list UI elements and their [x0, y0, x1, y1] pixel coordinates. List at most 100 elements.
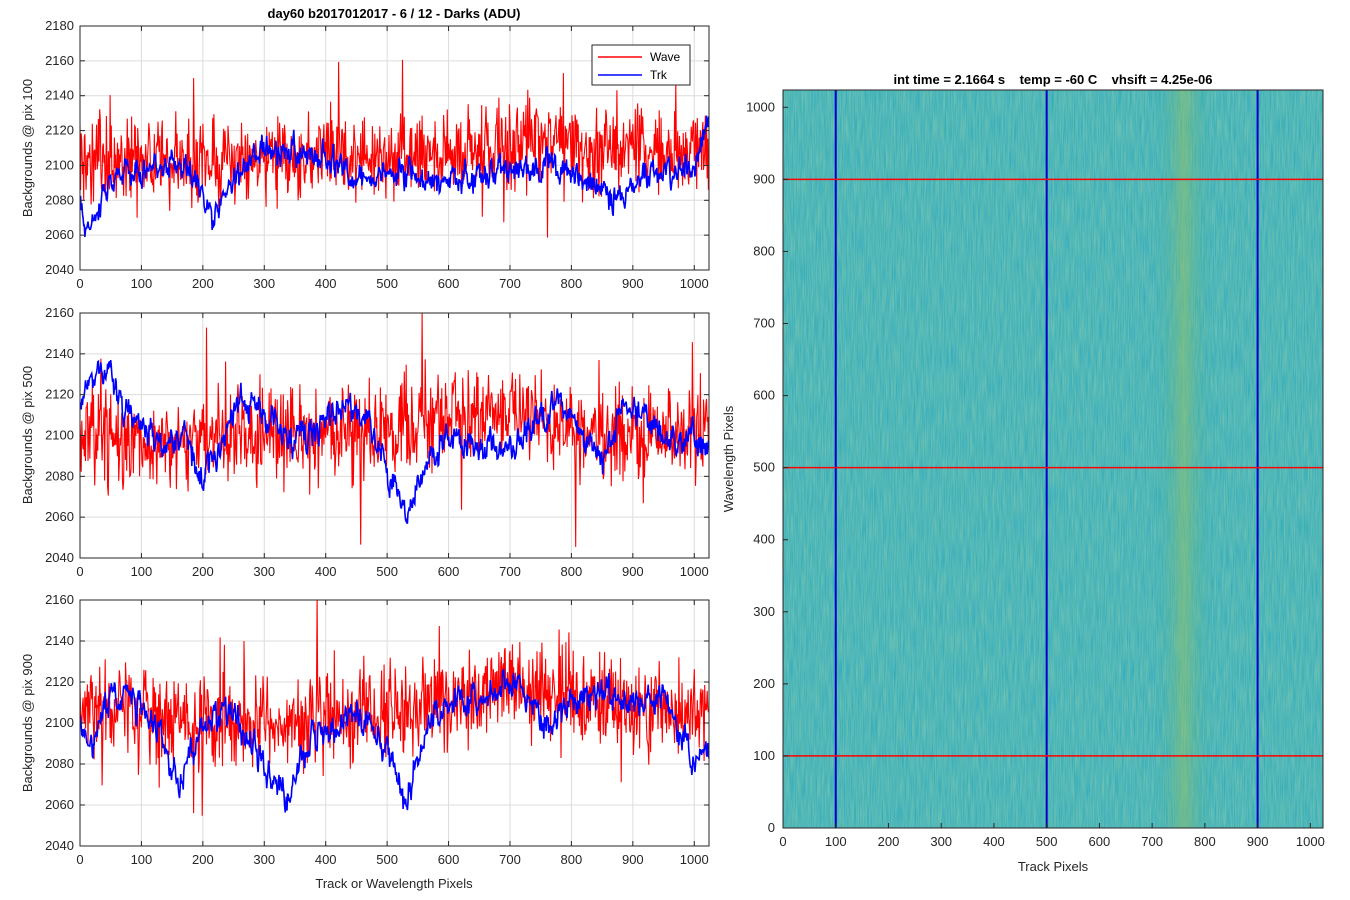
heatmap-y-tick-label: 500 — [753, 460, 775, 475]
y-tick-label: 2040 — [45, 550, 74, 565]
heatmap-y-tick-label: 200 — [753, 676, 775, 691]
y-tick-label: 2180 — [45, 18, 74, 33]
line-panel-1: 0 100 200 300 400 500 600 700 800 900 1000 2040 2060… — [20, 6, 710, 291]
ticks-1: 0 100 200 300 400 500 600 700 800 900 1000 2040 2060… — [45, 18, 709, 291]
y-tick-label: 2040 — [45, 838, 74, 853]
y-tick-label: 2140 — [45, 633, 74, 648]
x-tick-label: 400 — [315, 564, 337, 579]
x-tick-label: 700 — [499, 852, 521, 867]
heatmap-markers — [783, 90, 1323, 828]
y-tick-label: 2120 — [45, 387, 74, 402]
x-tick-label: 300 — [253, 564, 275, 579]
y-tick-label: 2040 — [45, 262, 74, 277]
heatmap-xlabel: Track Pixels — [1018, 859, 1089, 874]
x-tick-label: 500 — [376, 564, 398, 579]
heatmap-x-tick-label: 400 — [983, 834, 1005, 849]
x-tick-label: 100 — [131, 852, 153, 867]
y-tick-label: 2080 — [45, 468, 74, 483]
y-tick-label: 2140 — [45, 88, 74, 103]
x-tick-label: 200 — [192, 564, 214, 579]
heatmap-image — [783, 90, 1323, 828]
heatmap-x-tick-label: 100 — [825, 834, 847, 849]
line-panel-3: 0 100 200 300 400 500 600 700 800 900 1000 2040 2060… — [20, 592, 710, 891]
ticks-3: 0 100 200 300 400 500 600 700 800 900 1000 2040 2060… — [45, 592, 709, 867]
x-tick-label: 0 — [76, 276, 83, 291]
heatmap-axes-box — [782, 89, 1324, 829]
heatmap-warm-band — [1152, 90, 1216, 828]
x-tick-label: 700 — [499, 564, 521, 579]
trk-line-2 — [80, 359, 709, 524]
x-tick-label: 500 — [376, 276, 398, 291]
panel-3-ylabel: Backgrounds @ pix 900 — [20, 654, 35, 792]
x-tick-label: 900 — [622, 276, 644, 291]
x-tick-label: 1000 — [680, 276, 709, 291]
x-tick-label: 400 — [315, 276, 337, 291]
x-tick-label: 1000 — [680, 564, 709, 579]
y-tick-label: 2160 — [45, 305, 74, 320]
panel-3-xlabel: Track or Wavelength Pixels — [315, 876, 473, 891]
x-tick-label: 800 — [561, 564, 583, 579]
panel-1-ylabel: Backgrounds @ pix 100 — [20, 79, 35, 217]
y-tick-label: 2120 — [45, 123, 74, 138]
ticks-2: 0 100 200 300 400 500 600 700 800 900 1000 2040 2060… — [45, 305, 709, 579]
y-tick-label: 2160 — [45, 592, 74, 607]
x-tick-label: 900 — [622, 564, 644, 579]
x-tick-label: 900 — [622, 852, 644, 867]
heatmap-y-tick-label: 300 — [753, 604, 775, 619]
y-tick-label: 2160 — [45, 53, 74, 68]
y-tick-label: 2100 — [45, 157, 74, 172]
legend-wave-label: Wave — [650, 50, 681, 64]
heatmap-x-tick-label: 900 — [1247, 834, 1269, 849]
x-tick-label: 400 — [315, 852, 337, 867]
x-tick-label: 200 — [192, 276, 214, 291]
x-tick-label: 100 — [131, 276, 153, 291]
y-tick-label: 2100 — [45, 428, 74, 443]
heatmap-y-tick-label: 800 — [753, 243, 775, 258]
trk-line-1 — [80, 115, 709, 237]
heatmap-x-tick-label: 800 — [1194, 834, 1216, 849]
legend-box — [591, 44, 691, 86]
y-tick-label: 2060 — [45, 227, 74, 242]
x-tick-label: 200 — [192, 852, 214, 867]
heatmap-x-tick-label: 1000 — [1296, 834, 1325, 849]
heatmap-x-tick-label: 500 — [1036, 834, 1058, 849]
heatmap-title: int time = 2.1664 s temp = -60 C vhsift … — [893, 72, 1212, 87]
heatmap-light-texture — [783, 90, 1323, 828]
x-tick-label: 100 — [131, 564, 153, 579]
heatmap-x-tick-label: 0 — [779, 834, 786, 849]
x-tick-label: 600 — [438, 852, 460, 867]
y-tick-label: 2140 — [45, 346, 74, 361]
wave-line-3 — [80, 600, 709, 816]
axes-box-1 — [79, 25, 710, 271]
heatmap-ticks: 0 100 200 300 400 500 600 700 800 900 1000 0 100 200 3… — [746, 99, 1325, 849]
x-tick-label: 0 — [76, 564, 83, 579]
y-tick-label: 2080 — [45, 756, 74, 771]
legend-trk-label: Trk — [650, 68, 668, 82]
heatmap-panel: 0 100 200 300 400 500 600 700 800 900 1000 0 100 200 3… — [721, 72, 1325, 874]
heatmap-x-tick-label: 200 — [878, 834, 900, 849]
x-tick-label: 600 — [438, 276, 460, 291]
x-tick-label: 500 — [376, 852, 398, 867]
panel-2-ylabel: Backgrounds @ pix 500 — [20, 366, 35, 504]
y-tick-label: 2060 — [45, 797, 74, 812]
legend: Wave Trk — [591, 44, 691, 86]
y-tick-label: 2120 — [45, 674, 74, 689]
x-tick-label: 1000 — [680, 852, 709, 867]
heatmap-y-tick-label: 700 — [753, 316, 775, 331]
y-tick-label: 2060 — [45, 509, 74, 524]
x-tick-label: 800 — [561, 276, 583, 291]
heatmap-x-tick-label: 300 — [930, 834, 952, 849]
heatmap-y-tick-label: 1000 — [746, 99, 775, 114]
wave-line-2 — [80, 313, 709, 547]
heatmap-x-tick-label: 700 — [1141, 834, 1163, 849]
line-panel-2: 0 100 200 300 400 500 600 700 800 900 1000 2040 2060… — [20, 305, 710, 579]
heatmap-ylabel: Wavelength Pixels — [721, 405, 736, 512]
x-tick-label: 0 — [76, 852, 83, 867]
panel-1-title: day60 b2017012017 - 6 / 12 - Darks (ADU) — [268, 6, 521, 21]
heatmap-y-tick-label: 900 — [753, 171, 775, 186]
heatmap-x-tick-label: 600 — [1089, 834, 1111, 849]
x-tick-label: 700 — [499, 276, 521, 291]
x-tick-label: 300 — [253, 276, 275, 291]
heatmap-y-tick-label: 0 — [768, 820, 775, 835]
